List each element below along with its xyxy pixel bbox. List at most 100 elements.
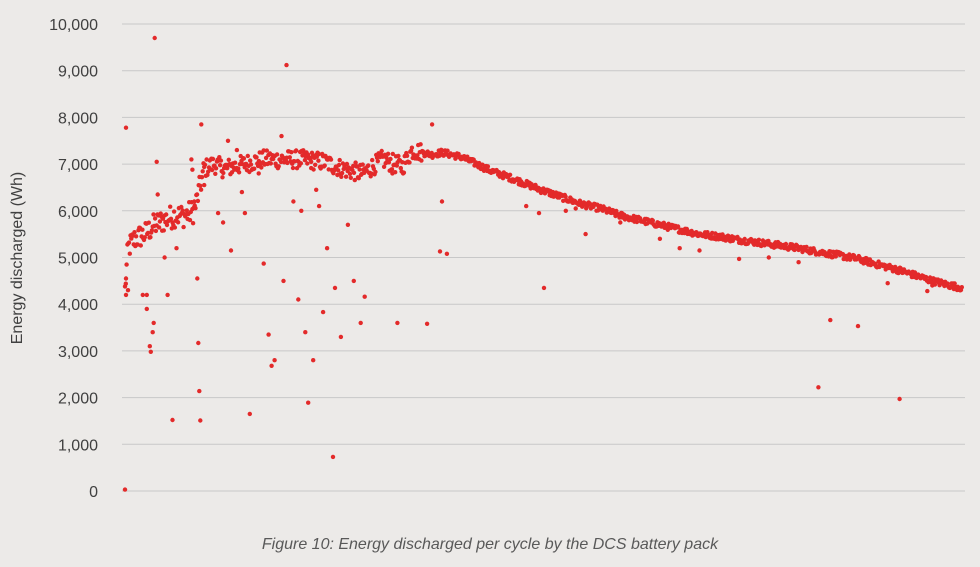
data-point bbox=[401, 170, 407, 175]
data-point bbox=[439, 199, 445, 204]
data-point bbox=[800, 249, 805, 255]
data-point bbox=[445, 148, 450, 153]
data-point bbox=[291, 199, 296, 204]
data-point bbox=[165, 292, 170, 298]
data-point bbox=[152, 216, 158, 221]
data-point bbox=[563, 208, 568, 213]
data-point bbox=[199, 122, 204, 127]
data-point bbox=[269, 363, 274, 368]
data-point bbox=[213, 166, 219, 171]
data-point bbox=[152, 35, 157, 41]
data-point bbox=[256, 171, 261, 176]
data-point bbox=[202, 182, 207, 188]
data-point bbox=[236, 166, 241, 171]
data-point bbox=[897, 396, 902, 402]
data-point bbox=[390, 171, 395, 176]
data-point bbox=[247, 411, 252, 417]
gridlines bbox=[122, 23, 965, 492]
data-point bbox=[187, 217, 193, 223]
data-point bbox=[370, 157, 375, 163]
data-point bbox=[536, 210, 542, 216]
data-point bbox=[200, 169, 205, 174]
data-point bbox=[404, 153, 410, 158]
data-point bbox=[885, 281, 890, 286]
data-point bbox=[419, 158, 424, 163]
data-point bbox=[384, 155, 389, 160]
data-point bbox=[287, 155, 292, 160]
data-point bbox=[210, 156, 216, 162]
data-point bbox=[379, 148, 384, 154]
data-point bbox=[123, 281, 128, 286]
data-point bbox=[126, 240, 132, 245]
figure-caption: Figure 10: Energy discharged per cycle b… bbox=[261, 536, 719, 553]
data-point bbox=[156, 225, 162, 230]
data-point bbox=[657, 236, 663, 241]
data-point bbox=[147, 344, 152, 349]
data-point bbox=[444, 251, 450, 256]
data-point bbox=[232, 160, 238, 165]
data-point bbox=[409, 145, 415, 150]
data-point bbox=[796, 260, 801, 265]
data-point bbox=[153, 228, 159, 234]
data-point bbox=[677, 246, 682, 251]
data-points bbox=[122, 35, 964, 492]
data-point bbox=[228, 248, 234, 253]
data-point bbox=[221, 170, 226, 176]
data-point bbox=[138, 243, 143, 248]
data-point bbox=[281, 278, 286, 284]
data-point bbox=[225, 166, 230, 171]
data-point bbox=[202, 162, 208, 167]
data-point bbox=[146, 220, 151, 225]
data-point bbox=[388, 156, 393, 162]
data-point bbox=[294, 148, 299, 153]
data-point bbox=[923, 274, 929, 280]
data-point bbox=[296, 297, 301, 302]
data-point bbox=[314, 187, 319, 192]
data-point bbox=[816, 385, 821, 390]
data-point bbox=[272, 358, 277, 363]
data-point bbox=[398, 165, 403, 171]
data-point bbox=[150, 330, 155, 335]
data-point bbox=[309, 159, 314, 164]
data-point bbox=[344, 161, 350, 167]
data-point bbox=[756, 237, 762, 242]
scatter-chart: 0 1,000 2,000 3,000 4,000 5,000 6,000 7,000 8,00… bbox=[9, 17, 965, 501]
data-point bbox=[324, 246, 330, 251]
data-point bbox=[190, 221, 196, 226]
data-point bbox=[220, 175, 225, 180]
data-point bbox=[274, 152, 280, 157]
data-point bbox=[351, 278, 356, 284]
data-point bbox=[337, 157, 342, 163]
data-point bbox=[357, 167, 362, 172]
data-point bbox=[226, 157, 231, 162]
data-point bbox=[225, 138, 231, 143]
data-point bbox=[507, 172, 513, 177]
data-point bbox=[573, 206, 578, 211]
y-tick-labels: 0 1,000 2,000 3,000 4,000 5,000 6,000 7,000 8,00… bbox=[49, 17, 98, 501]
data-point bbox=[284, 62, 289, 68]
data-point bbox=[697, 248, 702, 253]
data-point bbox=[726, 234, 731, 239]
data-point bbox=[930, 283, 935, 288]
data-point bbox=[343, 174, 349, 179]
data-point bbox=[351, 170, 357, 175]
data-point bbox=[320, 309, 326, 315]
data-point bbox=[125, 288, 131, 293]
data-point bbox=[252, 166, 257, 171]
data-point bbox=[339, 174, 344, 179]
data-point bbox=[279, 133, 284, 139]
data-point bbox=[766, 255, 771, 260]
data-point bbox=[465, 154, 470, 159]
data-point bbox=[394, 163, 399, 168]
data-point bbox=[213, 171, 218, 176]
data-point bbox=[360, 162, 365, 167]
data-point bbox=[316, 151, 322, 157]
data-point bbox=[198, 183, 203, 188]
data-point bbox=[415, 153, 420, 158]
data-point bbox=[123, 276, 129, 281]
y-tick-label: 5,000 bbox=[58, 251, 98, 268]
data-point bbox=[407, 160, 412, 165]
data-point bbox=[298, 161, 304, 166]
y-tick-label: 8,000 bbox=[58, 110, 98, 127]
